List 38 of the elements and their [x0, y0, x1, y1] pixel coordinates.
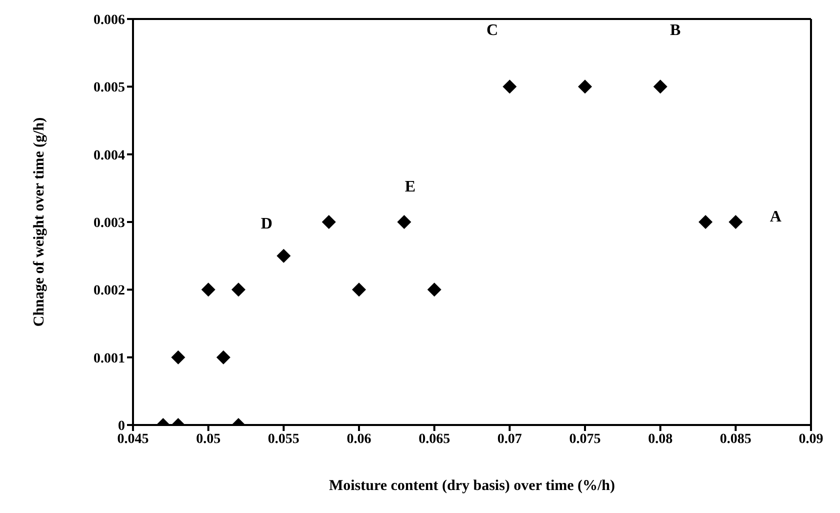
y-tick-label: 0 [118, 418, 125, 434]
x-tick-label: 0.06 [346, 432, 372, 447]
point [171, 350, 186, 364]
x-tick-label: 0.05 [196, 432, 221, 447]
y-tick-label: 0.005 [94, 80, 125, 96]
annotation: A [770, 208, 782, 226]
point [216, 350, 230, 364]
x-tick-label: 0.09 [798, 432, 824, 447]
point [397, 215, 412, 229]
point [276, 248, 291, 263]
point [322, 215, 336, 229]
x-tick-label: 0.065 [418, 432, 450, 447]
point [201, 282, 216, 297]
annotation: C [486, 22, 498, 40]
point [578, 80, 592, 94]
y-tick-label: 0.003 [94, 216, 125, 231]
x-axis-title: Moisture content (dry basis) over time (%/h) [328, 478, 616, 494]
point [352, 282, 366, 297]
annotation: D [260, 215, 272, 232]
x-tick-label: 0.07 [497, 432, 522, 447]
y-tick-label: 0.004 [94, 148, 125, 164]
point [427, 282, 442, 297]
point [698, 215, 713, 229]
point [653, 80, 668, 94]
annotation: B [670, 22, 681, 40]
x-tick-label: 0.055 [268, 432, 300, 447]
x-tick-label: 0.08 [648, 432, 673, 447]
y-axis-title: Chnage of weight over time (g/h) [31, 117, 48, 327]
point [231, 282, 246, 297]
point [728, 215, 743, 229]
y-tick-label: 0.002 [94, 284, 125, 299]
x-tick-label: 0.075 [569, 432, 601, 447]
x-tick-label: 0.045 [117, 432, 149, 447]
y-tick-label: 0.001 [94, 351, 125, 366]
point [502, 80, 517, 94]
y-tick-label: 0.006 [94, 12, 125, 28]
annotation: E [404, 178, 416, 196]
x-tick-label: 0.085 [720, 432, 752, 447]
